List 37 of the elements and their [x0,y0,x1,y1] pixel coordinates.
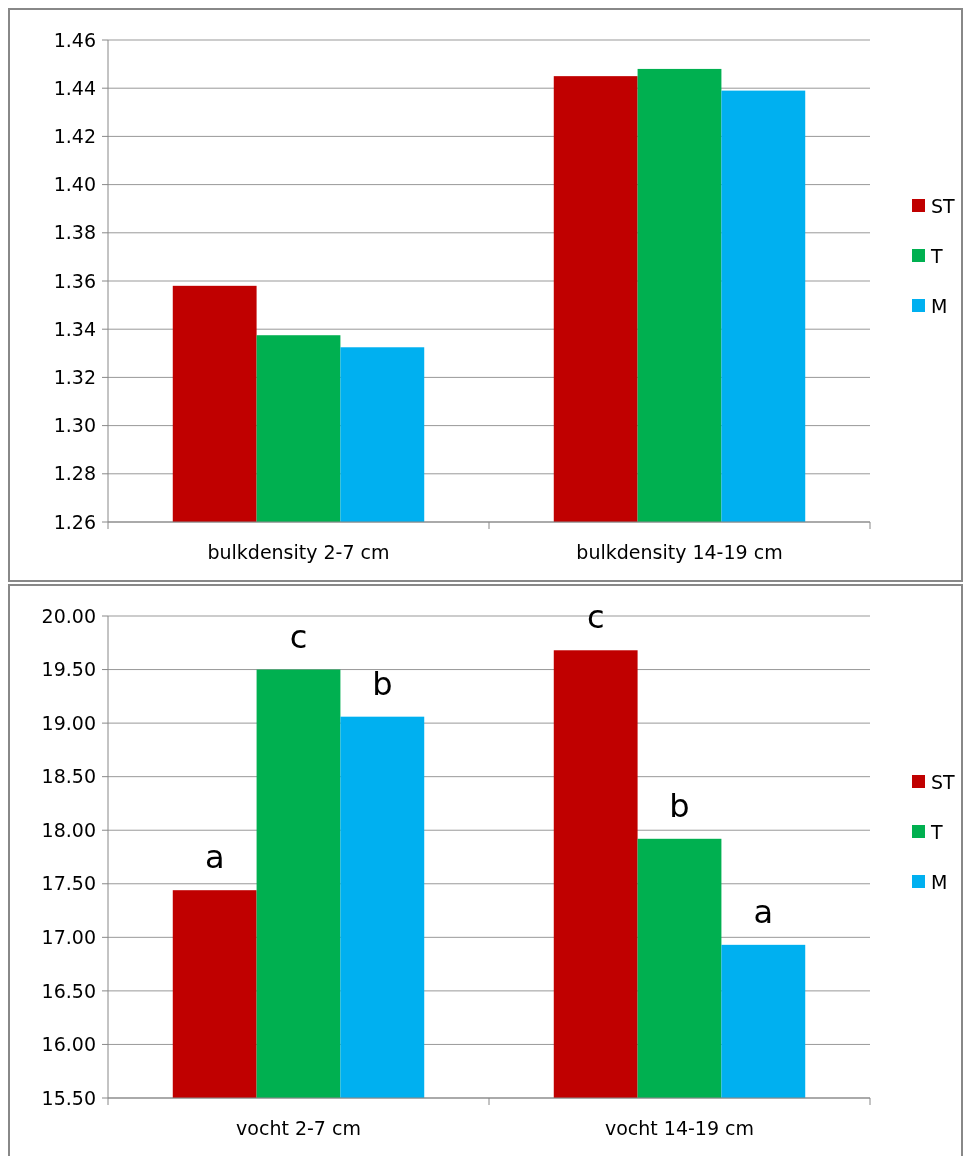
y-tick-label: 1.38 [53,221,96,244]
x-tick-label: vocht 14-19 cm [604,1117,755,1139]
y-tick-label: 20.00 [41,604,96,627]
y-tick-label: 1.34 [53,317,96,340]
annotation: b [372,664,393,703]
annotation: b [669,786,690,825]
y-tick-label: 18.50 [41,765,96,788]
y-tick-label: 1.32 [53,366,96,389]
y-tick-label: 17.50 [41,872,96,895]
x-tick-label: bulkdensity 2-7 cm [207,541,390,563]
legend-label: M [931,294,948,317]
y-tick-label: 1.30 [53,414,96,437]
y-tick-label: 16.50 [41,979,96,1002]
y-tick-label: 1.42 [53,125,96,148]
y-tick-label: 15.50 [41,1086,96,1109]
y-tick-label: 17.00 [41,925,96,948]
y-tick-label: 1.46 [53,28,96,51]
annotation: c [289,617,308,656]
legend-label: T [930,820,943,843]
annotation: a [204,838,225,877]
y-tick-label: 19.50 [41,658,96,681]
x-tick-label: bulkdensity 14-19 cm [576,541,783,563]
y-tick-label: 1.40 [53,173,96,196]
x-tick-label: vocht 2-7 cm [236,1117,361,1139]
y-tick-label: 19.00 [41,711,96,734]
y-tick-label: 1.26 [53,510,96,533]
legend-label: T [930,244,943,267]
annotation: a [753,892,774,931]
annotation: c [586,598,605,637]
y-tick-label: 1.36 [53,269,96,292]
legend-label: M [931,870,948,893]
y-tick-label: 1.44 [53,76,96,99]
y-tick-label: 18.00 [41,818,96,841]
legend-label: ST [931,194,956,217]
y-tick-label: 1.28 [53,462,96,485]
y-tick-label: 16.00 [41,1033,96,1056]
legend-label: ST [931,770,956,793]
